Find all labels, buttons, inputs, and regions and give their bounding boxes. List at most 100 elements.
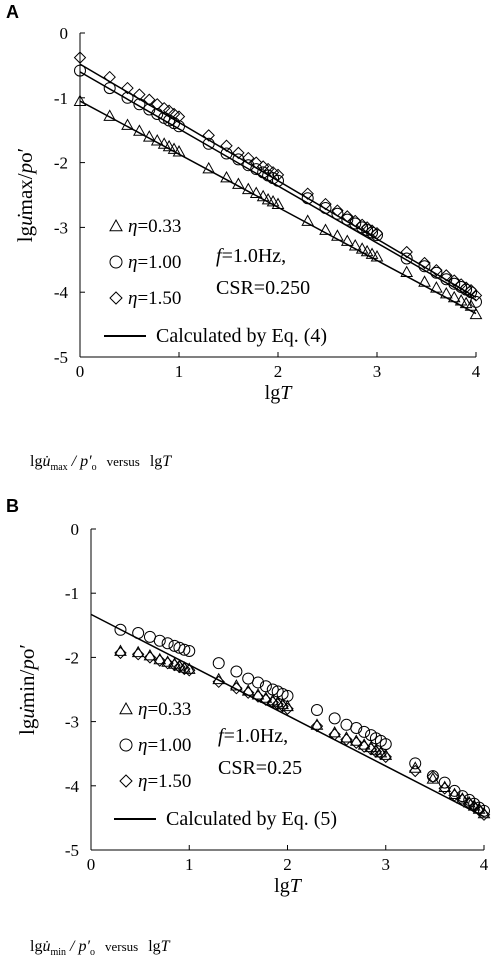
data-point-circle-a [400,252,413,265]
data-point-diamond-a [162,104,176,117]
data-point-circle-b [478,804,490,817]
data-point-diamond-b [448,789,461,802]
caption-b: lgu̇min / p′o versus lgT [30,938,170,958]
data-point-diamond-b [259,693,273,706]
legend-marker-triangle-a [109,218,123,232]
y-axis-label-a: lgu̇max/po′ [13,148,37,242]
data-point-circle-a [470,295,482,308]
data-point-circle-a [349,217,362,230]
legend-marker-circle-b [119,738,133,752]
legend-label-b: η=1.50 [138,771,191,792]
data-point-diamond-b [426,770,440,784]
legend-label-b: η=0.33 [138,699,191,720]
y-tick-label-a: -5 [54,348,68,367]
data-point-triangle-a [121,118,134,130]
data-point-diamond-b [374,747,388,760]
data-point-triangle-b [182,662,196,674]
data-point-triangle-a [133,124,146,136]
data-point-diamond-b [131,647,145,661]
data-point-diamond-a [143,93,156,106]
caption-a-lgt: lg [149,453,163,470]
legend-fit-label-a: Calculated by Eq. (4) [156,325,327,347]
caption-b-t: T [160,938,170,955]
y-tick-label-b: -1 [65,584,79,603]
fit-line-b [90,613,485,818]
y-tick-label-b: -3 [65,713,79,732]
data-point-circle-a [448,277,461,290]
data-point-triangle-a [157,137,171,149]
data-point-circle-a [418,260,431,273]
data-point-circle-a [202,137,215,150]
data-point-diamond-b [409,764,422,778]
data-point-diamond-b [477,808,491,821]
data-point-triangle-a [360,244,374,257]
x-tick-label-a: 2 [274,362,283,381]
data-point-triangle-b [408,761,422,773]
data-point-circle-a [319,201,332,214]
caption-a: lgu̇max / p′o versus lgT [30,453,171,473]
data-point-triangle-a [271,197,285,209]
data-point-diamond-b [143,651,157,664]
legend-label-a: η=1.50 [128,288,181,309]
data-point-triangle-a [459,296,473,309]
y-tick-label-a: 0 [60,24,69,43]
data-point-diamond-a [319,197,332,211]
x-tick-label-b: 2 [283,855,292,874]
data-point-triangle-a [142,130,156,142]
data-point-diamond-b [340,733,353,746]
legend-label-a: η=0.33 [128,216,181,237]
data-point-circle-b [328,712,341,725]
data-point-triangle-a [162,139,176,152]
annotation-b: CSR=0.25 [218,757,302,779]
data-point-diamond-b [350,736,363,749]
panel-b: B 0 -1 -2 -3 -4 -5 0 1 2 3 4 lgT lgu̇min/po′ η=0.33 η=… [0,494,491,964]
data-point-triangle-a [355,242,369,254]
data-point-triangle-a [469,307,483,320]
caption-b-o: o [89,947,95,959]
data-point-circle-b [358,725,371,738]
caption-b-lg: lg [30,938,43,955]
caption-a-lg: lg [30,453,43,470]
data-point-diamond-a [360,221,374,234]
y-tick-label-b: -2 [65,648,79,667]
annotation-b: f=1.0Hz, [218,725,288,747]
data-point-diamond-a [73,51,87,64]
data-point-circle-a [220,147,233,160]
data-point-diamond-a [469,289,483,302]
data-point-triangle-a [249,186,263,198]
data-point-diamond-a [202,129,215,142]
data-point-circle-b [409,757,422,770]
data-point-circle-b [230,665,243,678]
data-point-diamond-b [251,690,265,703]
x-tick-label-a: 0 [76,362,85,381]
data-point-diamond-a [121,81,134,95]
data-point-triangle-a [172,145,186,157]
y-tick-label-b: -4 [65,777,80,796]
data-point-diamond-b [178,662,191,676]
y-tick-label-a: -3 [54,218,68,237]
data-point-circle-a [151,108,164,120]
data-point-triangle-b [456,792,469,804]
data-point-diamond-a [220,139,233,152]
data-point-diamond-b [438,782,451,795]
legend-label-a: η=1.00 [128,252,181,273]
data-point-circle-b [252,676,265,689]
data-point-circle-a [301,192,314,205]
caption-a-p: / p′ [71,453,92,470]
data-point-circle-b [259,680,272,693]
caption-a-u: u̇ [42,453,51,470]
data-point-triangle-b [438,780,452,792]
data-point-circle-b [456,790,469,803]
data-point-diamond-b [310,719,324,733]
y-tick-label-b: 0 [71,520,80,539]
annotation-a: CSR=0.250 [216,277,310,299]
data-point-triangle-a [301,214,315,226]
data-point-triangle-b [310,718,324,730]
data-point-circle-b [448,784,461,797]
legend-marker-diamond-b [119,774,133,788]
legend-marker-circle-a [109,255,123,269]
data-point-triangle-a [400,265,414,278]
x-tick-label-b: 1 [185,855,194,874]
data-point-circle-a [430,266,443,279]
data-point-circle-a [173,120,185,133]
